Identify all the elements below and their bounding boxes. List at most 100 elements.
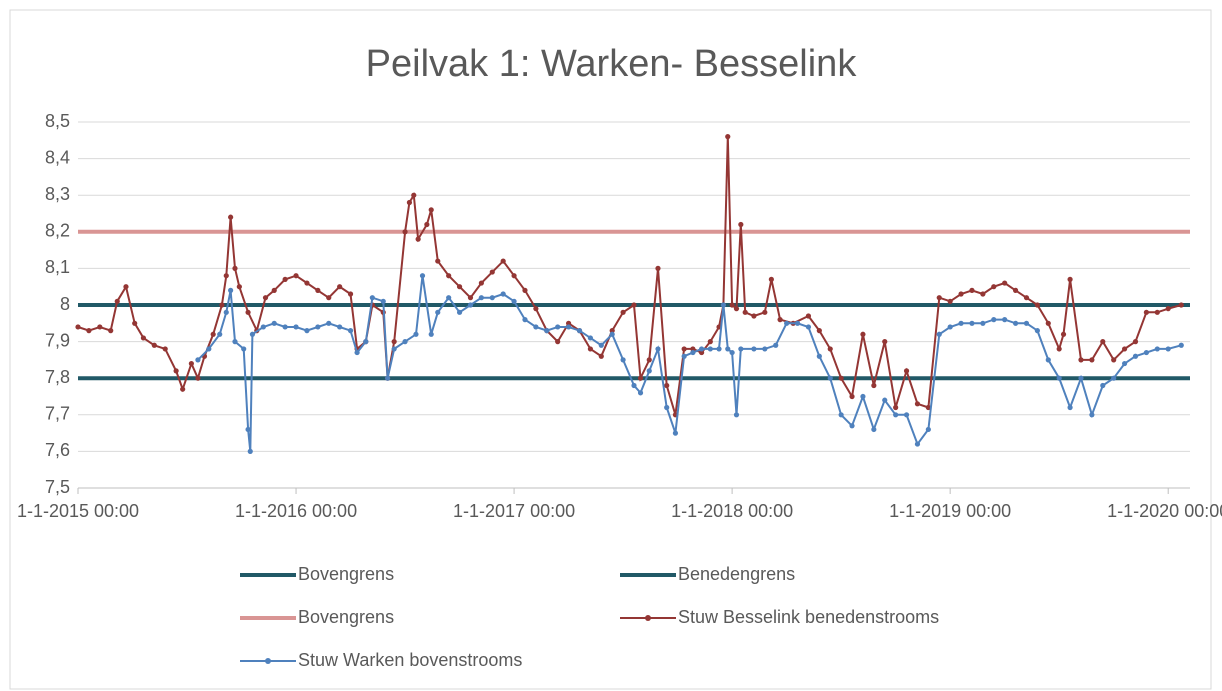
data-point: [991, 317, 997, 323]
data-point: [893, 404, 899, 411]
data-point: [544, 328, 550, 334]
data-point: [435, 258, 441, 264]
chart-title: Peilvak 1: Warken- Besselink: [366, 43, 858, 85]
data-point: [716, 346, 722, 352]
data-point: [478, 280, 484, 286]
data-point: [419, 273, 426, 279]
data-point: [1143, 309, 1149, 315]
data-point: [827, 375, 833, 381]
data-point: [631, 382, 637, 389]
data-point: [232, 265, 238, 271]
data-point: [347, 291, 354, 297]
data-point: [140, 335, 147, 341]
data-point: [849, 393, 855, 400]
data-point: [1132, 339, 1139, 345]
data-point: [1034, 328, 1040, 334]
data-point: [672, 430, 679, 436]
data-point: [304, 328, 310, 334]
data-point: [1111, 375, 1117, 381]
data-point: [773, 342, 779, 348]
data-point: [1002, 280, 1008, 286]
data-point: [1089, 357, 1095, 363]
legend-label: Bovengrens: [298, 607, 394, 627]
data-point: [406, 199, 413, 206]
data-point: [738, 221, 744, 228]
data-point: [860, 331, 866, 337]
data-point: [1165, 306, 1171, 312]
data-point: [587, 335, 593, 341]
y-tick-label: 8,2: [45, 221, 70, 241]
data-point: [816, 328, 822, 334]
legend-label: Stuw Besselink benedenstrooms: [678, 607, 939, 627]
data-point: [980, 291, 986, 297]
data-point: [1012, 287, 1019, 293]
data-point: [402, 229, 408, 235]
data-point: [337, 284, 343, 290]
data-point: [293, 324, 299, 330]
data-point: [565, 324, 572, 330]
data-point: [347, 328, 354, 334]
data-point: [385, 375, 391, 381]
data-point: [249, 331, 256, 337]
data-point: [664, 404, 670, 411]
data-point: [980, 320, 986, 326]
data-point: [411, 192, 417, 198]
data-point: [391, 346, 397, 352]
data-point: [733, 306, 740, 312]
y-tick-label: 8: [60, 294, 70, 314]
data-point: [456, 309, 463, 315]
data-point: [511, 298, 517, 304]
data-point: [576, 328, 583, 334]
data-point: [315, 287, 321, 293]
data-point: [380, 298, 386, 304]
data-point: [655, 265, 661, 271]
data-point: [86, 328, 92, 334]
data-point: [860, 393, 866, 400]
data-point: [75, 324, 81, 330]
y-tick-label: 7,7: [45, 404, 70, 424]
y-tick-label: 7,8: [45, 367, 70, 387]
data-point: [882, 397, 888, 403]
chart-frame: [9, 9, 1212, 690]
data-point: [936, 331, 942, 337]
data-point: [893, 412, 899, 418]
data-point: [1002, 317, 1008, 323]
data-point: [315, 324, 321, 330]
data-point: [1154, 309, 1160, 315]
data-point: [991, 284, 997, 290]
data-point: [958, 320, 964, 326]
data-point: [598, 342, 604, 348]
data-point: [413, 331, 419, 337]
data-point: [415, 236, 421, 242]
data-point: [637, 390, 644, 396]
data-point: [511, 273, 517, 279]
data-point: [1111, 357, 1117, 363]
data-point: [969, 287, 975, 293]
data-point: [223, 273, 229, 279]
data-point: [195, 375, 201, 381]
data-point: [489, 295, 495, 301]
data-point: [690, 349, 696, 356]
data-point: [1045, 320, 1051, 326]
data-point: [936, 295, 942, 301]
data-point: [947, 298, 953, 304]
data-point: [228, 214, 234, 220]
data-point: [1100, 382, 1106, 389]
data-point: [751, 313, 757, 319]
data-point: [690, 346, 696, 352]
data-point: [733, 412, 740, 418]
data-point: [271, 320, 277, 326]
data-point: [132, 320, 138, 326]
data-point: [1056, 346, 1062, 352]
data-point: [655, 346, 661, 352]
data-point: [228, 287, 234, 293]
data-point: [1100, 339, 1106, 345]
data-point: [707, 339, 713, 345]
legend-marker: [645, 615, 651, 621]
data-point: [326, 320, 332, 326]
data-point: [108, 328, 114, 334]
data-point: [1023, 295, 1030, 301]
data-point: [282, 276, 288, 282]
data-point: [903, 368, 910, 374]
